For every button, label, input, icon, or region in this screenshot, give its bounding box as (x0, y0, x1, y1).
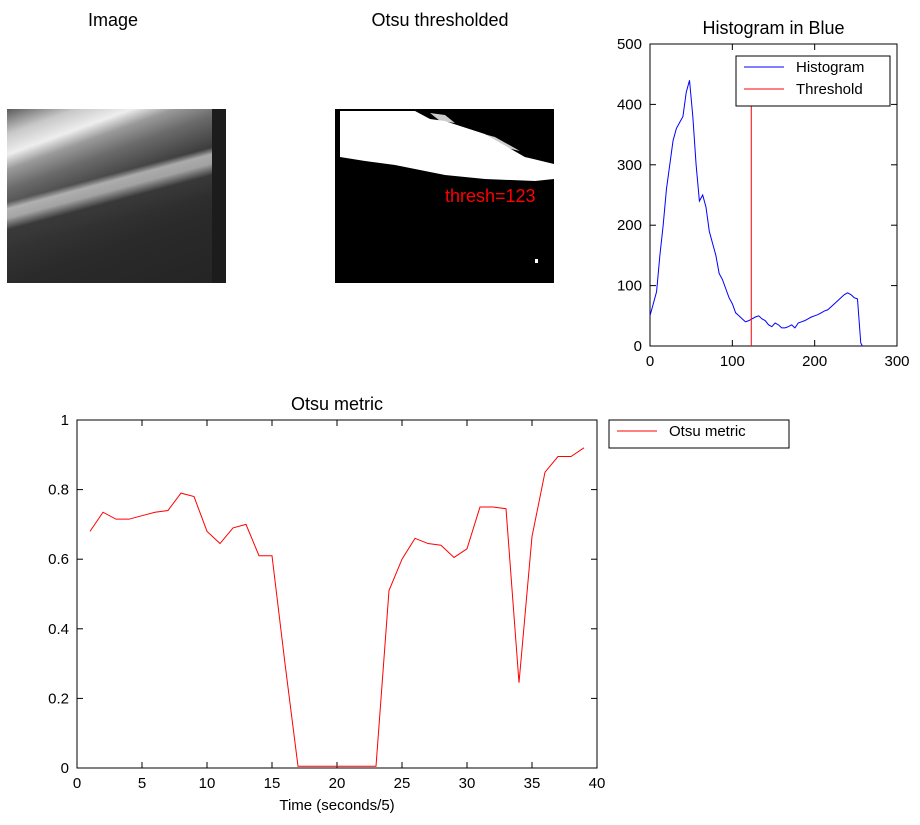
otsu-legend-label: Otsu metric (669, 423, 746, 440)
otsu-ytick-label: 1 (61, 412, 69, 429)
otsu-xtick-label: 15 (264, 775, 281, 792)
thresholded-title: Otsu thresholded (371, 10, 509, 30)
histogram-ytick-label: 400 (617, 96, 642, 113)
histogram-legend: Histogram Threshold (735, 55, 891, 107)
otsu-ytick-label: 0 (61, 760, 69, 777)
otsu-xtick-label: 10 (199, 775, 216, 792)
histogram-xtick-label: 100 (720, 353, 745, 370)
camera-image-stripe (7, 109, 226, 283)
otsu-xtick-label: 20 (329, 775, 346, 792)
histogram-xtick-label: 200 (802, 353, 827, 370)
image-title: Image (87, 10, 139, 30)
threshold-annotation: thresh=123 (445, 186, 536, 206)
otsu-ytick-label: 0.4 (48, 621, 69, 638)
thresholded-image (335, 109, 554, 283)
otsu-xtick-label: 0 (73, 775, 81, 792)
otsu-xlabel: Time (seconds/5) (279, 797, 394, 814)
otsu-ytick-label: 0.2 (48, 690, 69, 707)
histogram-ytick-label: 0 (634, 338, 642, 355)
otsu-series-otsu-metric (89, 447, 585, 767)
histogram-xtick-label: 0 (646, 353, 654, 370)
otsu-ytick-label: 0.8 (48, 482, 69, 499)
otsu-ytick-label: 0.6 (48, 551, 69, 568)
histogram-legend-label: Threshold (796, 81, 863, 98)
camera-image-right-edge (212, 109, 226, 283)
otsu-xtick-label: 35 (524, 775, 541, 792)
histogram-title: Histogram in Blue (702, 18, 844, 38)
histogram-axes-box (649, 43, 898, 347)
otsu-xtick-label: 25 (394, 775, 411, 792)
otsu-legend: Otsu metric (608, 419, 790, 449)
otsu-title: Otsu metric (291, 394, 383, 414)
otsu-legend-box (608, 419, 790, 449)
otsu-xtick-label: 5 (138, 775, 146, 792)
histogram-ytick-label: 500 (617, 36, 642, 53)
camera-image (7, 109, 226, 283)
thresholded-mask (340, 111, 554, 263)
histogram-ytick-label: 200 (617, 217, 642, 234)
histogram-xtick-label: 300 (884, 353, 909, 370)
otsu-axes-box (76, 419, 598, 769)
histogram-legend-box (735, 55, 891, 107)
histogram-ytick-label: 300 (617, 157, 642, 174)
histogram-ytick-label: 100 (617, 278, 642, 295)
histogram-legend-label: Histogram (796, 59, 864, 76)
otsu-xtick-label: 40 (589, 775, 606, 792)
histogram-series-histogram (649, 80, 863, 347)
otsu-xtick-label: 30 (459, 775, 476, 792)
